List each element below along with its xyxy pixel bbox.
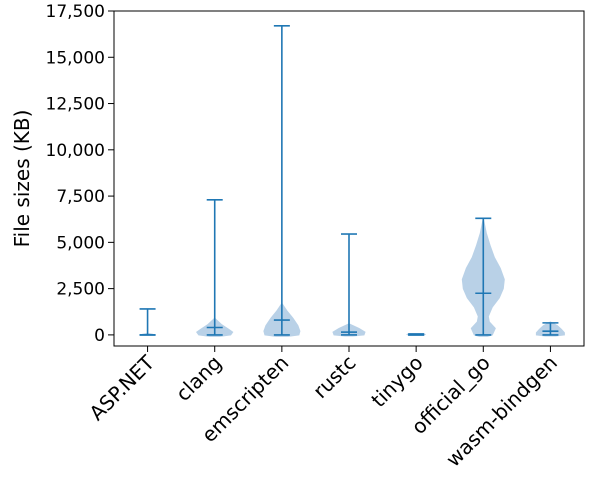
- y-tick-label: 12,500: [46, 95, 105, 115]
- y-tick-label: 10,000: [46, 141, 105, 161]
- y-tick-label: 7,500: [56, 187, 105, 207]
- violin-stat-lines: [139, 25, 559, 336]
- y-axis: 0 2,500 5,000 7,500 10,000 12,500 15,000 17,500: [46, 2, 114, 346]
- x-tick-label: ASP.NET: [85, 350, 160, 425]
- y-tick-label: 2,500: [56, 280, 105, 300]
- y-tick-label: 0: [94, 326, 105, 346]
- y-tick-label: 17,500: [46, 2, 105, 22]
- y-tick-label: 15,000: [46, 48, 105, 68]
- y-axis-label: File sizes (KB): [10, 110, 34, 248]
- violin-bodies: [140, 218, 565, 337]
- x-tick-label: tinygo: [366, 351, 427, 412]
- x-tick-label: clang: [171, 351, 226, 406]
- x-tick-label: rustc: [308, 351, 360, 403]
- y-tick-label: 5,000: [56, 233, 105, 253]
